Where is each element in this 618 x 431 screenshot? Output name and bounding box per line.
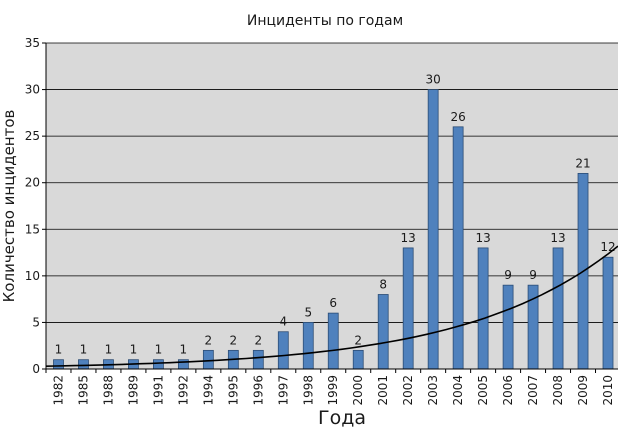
- data-label-2009: 21: [575, 156, 590, 170]
- x-tick-label-2000: 2000: [351, 375, 365, 406]
- bar-1998: [302, 322, 314, 370]
- x-tick-label-1995: 1995: [226, 375, 240, 406]
- x-tick-label-2009: 2009: [576, 375, 590, 406]
- bar-1994: [202, 349, 214, 370]
- bar-1985: [78, 359, 89, 370]
- y-tick-label: 5: [32, 315, 40, 329]
- bar-2003: [427, 89, 439, 370]
- x-tick-label-2004: 2004: [451, 375, 465, 406]
- y-tick-label: 20: [25, 176, 40, 190]
- bar-1982: [53, 359, 64, 370]
- x-tick-label-2007: 2007: [526, 375, 540, 406]
- data-label-1991: 1: [155, 343, 163, 357]
- data-label-1982: 1: [55, 343, 63, 357]
- bar-1992: [177, 359, 189, 370]
- x-tick-label-1992: 1992: [176, 375, 190, 406]
- bar-2005: [477, 247, 489, 370]
- x-tick-label-2010: 2010: [601, 375, 615, 406]
- x-tick-label-2002: 2002: [401, 375, 415, 406]
- gridlines: [46, 42, 618, 323]
- y-tick-label: 10: [25, 269, 40, 283]
- x-tick-label-2005: 2005: [476, 375, 490, 406]
- y-tick-label: 30: [25, 83, 40, 97]
- data-label-1985: 1: [80, 343, 88, 357]
- x-tick-label-2001: 2001: [376, 375, 390, 406]
- x-tick-label-1994: 1994: [201, 375, 215, 406]
- x-tick-label-1989: 1989: [126, 375, 140, 406]
- data-label-2006: 9: [504, 268, 512, 282]
- bar-1997: [277, 331, 289, 370]
- data-label-1989: 1: [130, 343, 138, 357]
- x-tick-label-2003: 2003: [426, 375, 440, 406]
- bar-1996: [252, 349, 264, 370]
- y-tick-label: 25: [25, 129, 40, 143]
- y-tick-label: 35: [25, 36, 40, 50]
- data-label-2002: 13: [401, 231, 416, 245]
- bar-2000: [352, 349, 364, 370]
- data-label-1992: 1: [180, 343, 188, 357]
- bar-2002: [402, 247, 414, 370]
- data-label-2007: 9: [529, 268, 537, 282]
- y-tick-label: 15: [25, 222, 40, 236]
- x-tick-label-1988: 1988: [101, 375, 115, 406]
- trendline: [45, 245, 618, 367]
- data-label-2010: 12: [600, 240, 615, 254]
- x-tick-label-2006: 2006: [501, 375, 515, 406]
- x-tick-label-1991: 1991: [151, 375, 165, 406]
- bar-2006: [502, 284, 514, 370]
- data-label-2001: 8: [379, 277, 387, 291]
- data-label-1988: 1: [105, 343, 113, 357]
- x-axis-ticks: 1982 1985 1988 1989 1991 1992 1994 1995 1996 1997…: [45, 369, 615, 406]
- data-label-1994: 2: [205, 333, 213, 347]
- x-tick-label-1996: 1996: [251, 375, 265, 406]
- y-axis-ticks: 0 5 10 15 20 25 30 35: [25, 36, 46, 376]
- data-label-2003: 30: [426, 73, 441, 87]
- x-tick-label-1997: 1997: [276, 375, 290, 406]
- chart-title: Инциденты по годам: [247, 13, 403, 29]
- x-tick-label-2008: 2008: [551, 375, 565, 406]
- bar-2010: [602, 256, 614, 370]
- x-tick-label-1998: 1998: [301, 375, 315, 406]
- bar-2001: [377, 294, 389, 370]
- data-label-1999: 6: [329, 296, 337, 310]
- data-label-2000: 2: [354, 333, 362, 347]
- x-tick-label-1999: 1999: [326, 375, 340, 406]
- x-tick-label-1982: 1982: [51, 375, 65, 406]
- data-label-2008: 13: [550, 231, 565, 245]
- bar-1999: [327, 312, 339, 370]
- data-label-1995: 2: [230, 333, 238, 347]
- data-label-2005: 13: [475, 231, 490, 245]
- y-axis-title: Количество инцидентов: [0, 110, 18, 303]
- data-label-2004: 26: [450, 110, 465, 124]
- y-tick-label: 0: [32, 362, 40, 376]
- x-axis-title: Года: [318, 407, 366, 429]
- bar-1991: [153, 359, 164, 370]
- data-label-1997: 4: [279, 315, 287, 329]
- data-label-1996: 2: [254, 333, 262, 347]
- bar-2008: [552, 247, 564, 370]
- x-tick-label-1985: 1985: [76, 375, 90, 406]
- bar-2004: [452, 126, 464, 370]
- data-label-1998: 5: [304, 305, 312, 319]
